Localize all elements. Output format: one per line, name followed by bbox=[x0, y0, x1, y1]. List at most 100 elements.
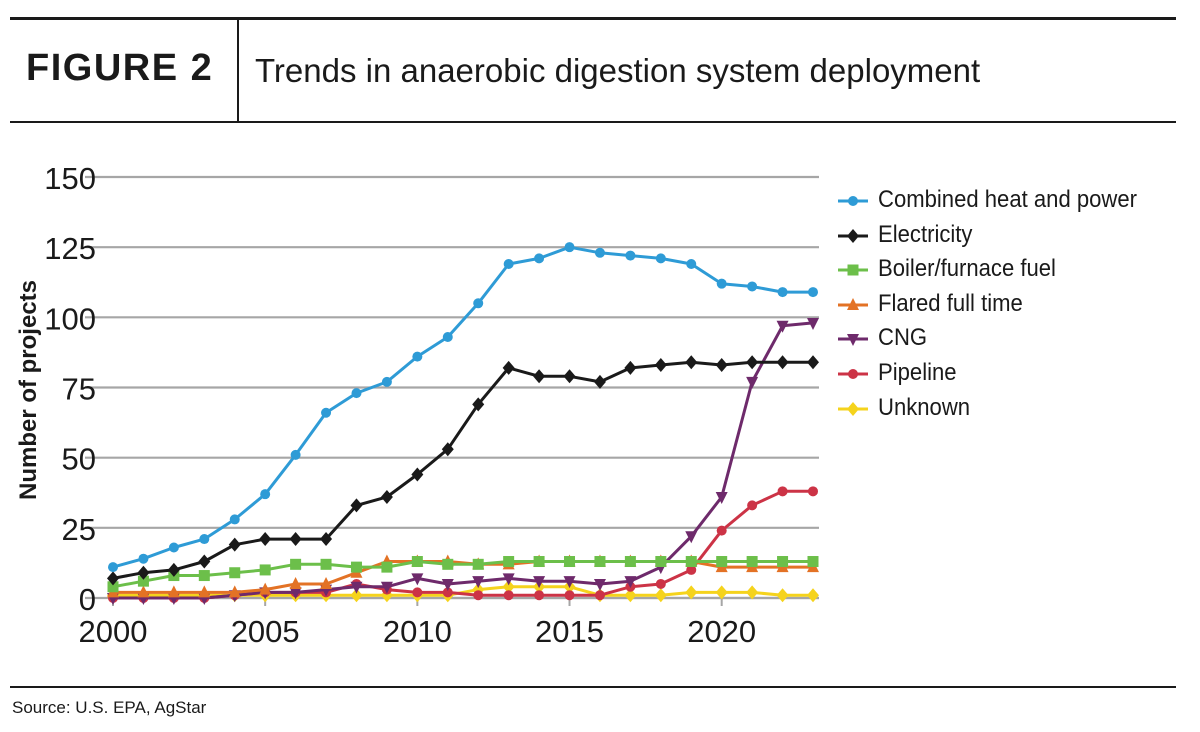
data-point bbox=[594, 590, 605, 601]
data-point bbox=[289, 532, 302, 547]
data-point bbox=[746, 585, 759, 600]
data-point bbox=[624, 556, 636, 568]
source-note: Source: U.S. EPA, AgStar bbox=[12, 698, 207, 717]
legend-label: Electricity bbox=[878, 220, 973, 248]
data-point bbox=[746, 376, 759, 389]
data-point bbox=[534, 590, 545, 601]
legend-swatch bbox=[838, 297, 868, 310]
data-point bbox=[502, 573, 515, 586]
data-point bbox=[350, 588, 363, 603]
data-point bbox=[716, 278, 727, 289]
y-tick-labels: 0 25 50 75 100 125 150 bbox=[44, 161, 96, 617]
data-point bbox=[625, 250, 636, 261]
data-point bbox=[442, 331, 453, 342]
data-point bbox=[593, 374, 606, 389]
legend-marker bbox=[847, 264, 859, 276]
data-point bbox=[503, 556, 515, 568]
legend-label: CNG bbox=[878, 324, 928, 352]
data-point bbox=[594, 247, 605, 258]
data-point bbox=[198, 554, 211, 569]
series-line bbox=[112, 245, 813, 569]
data-point bbox=[107, 571, 119, 586]
data-point bbox=[685, 556, 697, 568]
x-tick-labels: 2000 2005 2010 2015 2020 bbox=[79, 598, 756, 649]
data-point bbox=[685, 585, 698, 600]
data-point bbox=[167, 585, 180, 598]
legend-swatch bbox=[838, 264, 868, 276]
data-point bbox=[350, 581, 363, 594]
data-point bbox=[685, 355, 698, 370]
data-point bbox=[259, 582, 272, 595]
data-point bbox=[168, 542, 179, 553]
legend-marker bbox=[847, 334, 859, 347]
legend-label: Flared full time bbox=[878, 289, 1023, 317]
data-point bbox=[411, 467, 424, 482]
x-tick-label: 2015 bbox=[535, 614, 604, 649]
data-point bbox=[229, 567, 241, 579]
data-point bbox=[107, 581, 119, 593]
series-3 bbox=[107, 556, 819, 593]
data-point bbox=[594, 556, 606, 568]
data-point bbox=[776, 588, 789, 603]
data-point bbox=[685, 531, 698, 544]
grid-lines bbox=[85, 175, 819, 600]
legend-marker bbox=[848, 196, 858, 206]
data-point bbox=[747, 281, 758, 292]
data-point bbox=[198, 585, 211, 598]
data-point bbox=[503, 259, 514, 270]
data-point bbox=[137, 565, 150, 580]
data-point bbox=[167, 562, 180, 577]
data-point bbox=[533, 369, 546, 384]
data-point bbox=[564, 242, 575, 253]
data-point bbox=[746, 556, 758, 568]
figure-label: FIGURE 2 bbox=[26, 47, 214, 89]
data-point bbox=[686, 564, 697, 575]
series-line bbox=[113, 560, 813, 594]
data-point bbox=[777, 486, 788, 497]
data-point bbox=[473, 298, 484, 309]
data-point bbox=[350, 561, 362, 573]
legend-swatch bbox=[838, 368, 868, 379]
data-point bbox=[716, 525, 727, 536]
y-tick-label: 150 bbox=[44, 161, 96, 196]
data-point bbox=[260, 489, 271, 500]
data-point bbox=[351, 388, 362, 399]
data-point bbox=[624, 360, 637, 375]
data-point bbox=[503, 590, 514, 601]
data-point bbox=[746, 355, 759, 370]
data-point bbox=[533, 576, 546, 589]
data-point bbox=[442, 558, 454, 570]
x-tick-label: 2000 bbox=[79, 614, 148, 649]
data-point bbox=[777, 287, 788, 298]
data-point bbox=[715, 585, 728, 600]
series-6 bbox=[108, 486, 818, 603]
legend-label: Unknown bbox=[878, 393, 971, 421]
data-point bbox=[472, 397, 485, 412]
header-bottom-rule bbox=[10, 121, 1176, 123]
data-point bbox=[381, 561, 393, 573]
data-point bbox=[321, 407, 332, 418]
data-point bbox=[807, 556, 819, 568]
data-point bbox=[320, 558, 332, 570]
data-point bbox=[320, 532, 333, 547]
data-point bbox=[199, 534, 210, 545]
x-tick-label: 2010 bbox=[383, 614, 452, 649]
data-point bbox=[686, 259, 697, 270]
data-point bbox=[715, 358, 728, 373]
footer-rule bbox=[10, 686, 1176, 688]
data-point bbox=[808, 287, 818, 298]
data-point bbox=[716, 556, 728, 568]
data-point bbox=[289, 587, 302, 600]
y-tick-label: 50 bbox=[62, 442, 96, 477]
data-point bbox=[412, 351, 423, 362]
data-point bbox=[777, 556, 789, 568]
data-point bbox=[442, 587, 453, 598]
legend-label: Combined heat and power bbox=[878, 186, 1138, 213]
y-tick-label: 25 bbox=[62, 512, 96, 547]
data-point bbox=[411, 556, 423, 568]
y-tick-label: 75 bbox=[62, 372, 96, 407]
figure-title: Trends in anaerobic digestion system dep… bbox=[255, 52, 981, 89]
data-point bbox=[198, 570, 210, 582]
legend-swatch bbox=[838, 228, 868, 243]
